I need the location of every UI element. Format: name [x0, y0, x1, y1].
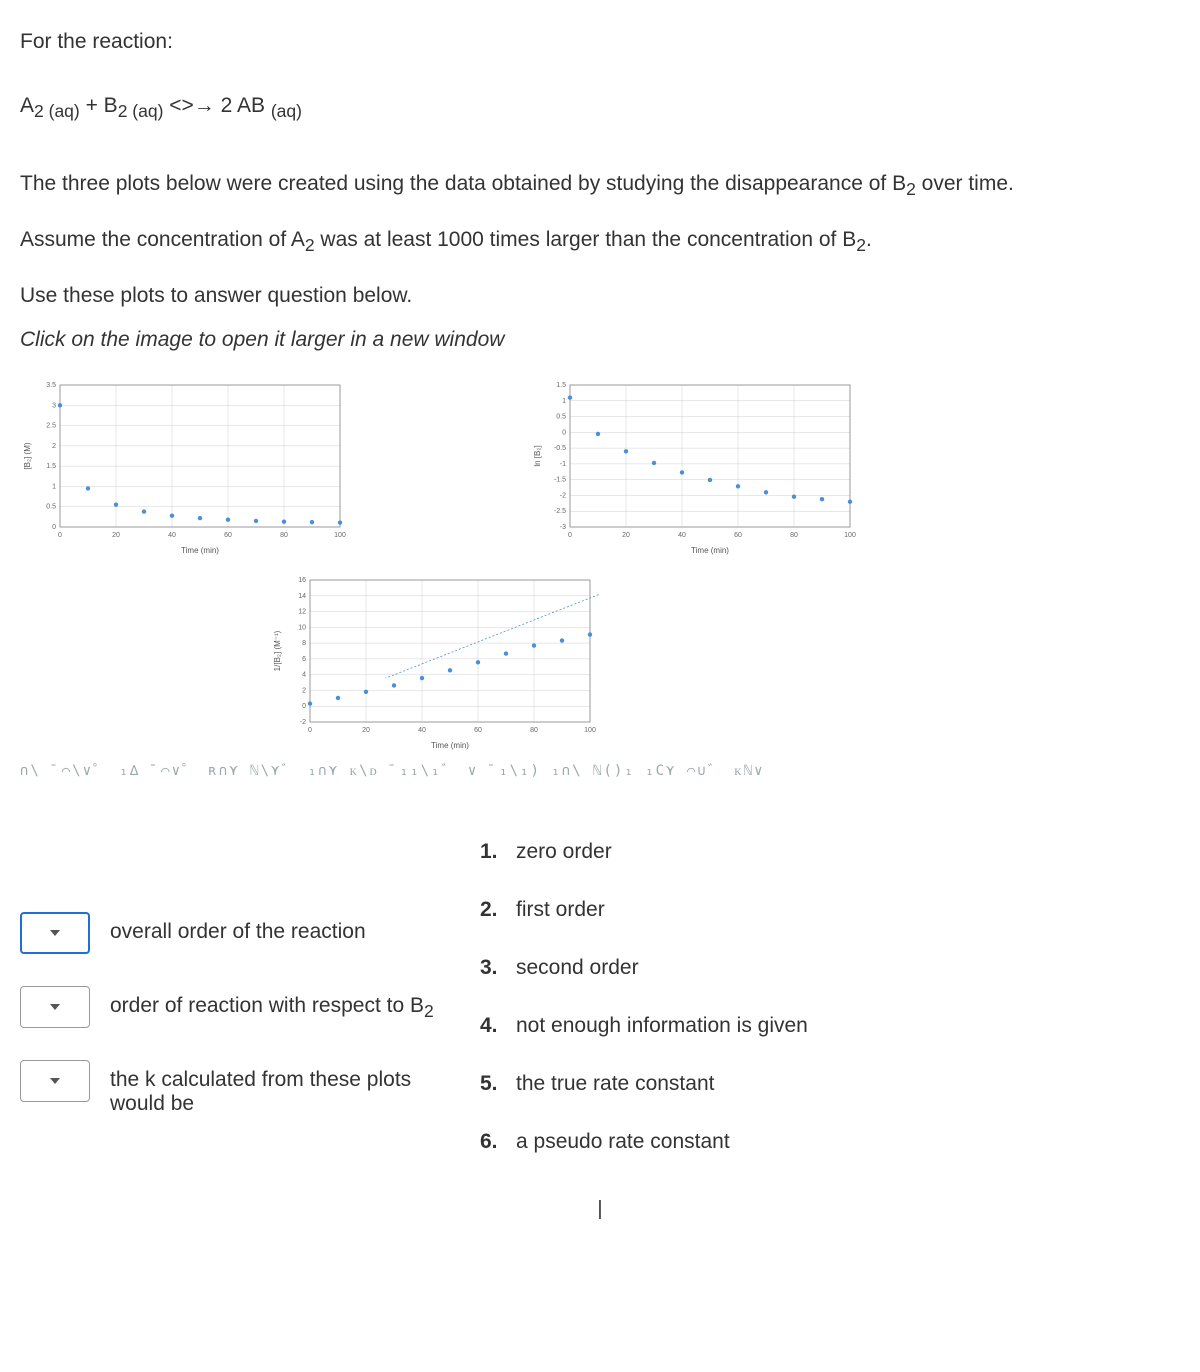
svg-text:1: 1 — [562, 398, 566, 405]
match-label: overall order of the reaction — [110, 912, 440, 944]
svg-text:-2: -2 — [560, 493, 566, 500]
options-column: 1. zero order 2. first order 3. second order 4… — [480, 840, 1180, 1188]
svg-text:100: 100 — [844, 532, 856, 539]
option-text: second order — [516, 956, 639, 980]
svg-text:-0.5: -0.5 — [554, 445, 566, 452]
match-select[interactable] — [20, 912, 90, 954]
intro-text: For the reaction: — [20, 30, 1180, 54]
svg-text:6: 6 — [302, 656, 306, 663]
option-number: 2. — [480, 898, 502, 922]
svg-text:0.5: 0.5 — [556, 414, 566, 421]
option-number: 3. — [480, 956, 502, 980]
svg-text:60: 60 — [734, 532, 742, 539]
svg-text:-1: -1 — [560, 461, 566, 468]
option-item: 1. zero order — [480, 840, 1180, 864]
svg-text:-2.5: -2.5 — [554, 508, 566, 515]
svg-text:40: 40 — [168, 532, 176, 539]
svg-text:0: 0 — [568, 532, 572, 539]
svg-text:-2: -2 — [300, 719, 306, 726]
option-text: a pseudo rate constant — [516, 1130, 730, 1154]
match-row: order of reaction with respect to B2 — [20, 986, 440, 1028]
charts-container[interactable]: 02040608010000.511.522.533.5Time (min)[B… — [20, 377, 1180, 780]
svg-text:Time (min): Time (min) — [181, 546, 219, 555]
svg-text:8: 8 — [302, 640, 306, 647]
svg-text:1: 1 — [52, 484, 56, 491]
cursor-indicator: | — [20, 1198, 1180, 1221]
decor-line: ∩\ ̄ ⌒\∨゜ ₁∆ ̄ ⌒∨゜ ʀ∩⋎ ℕ\⋎゛ ₁∩⋎ ᴋ\ᴅ ̄ ₁₁… — [20, 760, 1180, 780]
svg-text:0: 0 — [52, 524, 56, 531]
svg-text:1/[B₂] (M⁻¹): 1/[B₂] (M⁻¹) — [273, 630, 282, 671]
match-row: overall order of the reaction — [20, 912, 440, 954]
option-number: 6. — [480, 1130, 502, 1154]
match-label: the k calculated from these plots would … — [110, 1060, 440, 1116]
desc-line-2: Assume the concentration of A2 was at le… — [20, 218, 1180, 264]
svg-text:100: 100 — [334, 532, 346, 539]
svg-text:0: 0 — [302, 703, 306, 710]
option-item: 3. second order — [480, 956, 1180, 980]
svg-text:ln [B₂]: ln [B₂] — [533, 445, 542, 466]
svg-text:16: 16 — [298, 577, 306, 584]
svg-text:80: 80 — [530, 727, 538, 734]
svg-text:100: 100 — [584, 727, 596, 734]
desc-line-3: Use these plots to answer question below… — [20, 274, 1180, 318]
svg-text:40: 40 — [678, 532, 686, 539]
option-text: not enough information is given — [516, 1014, 808, 1038]
option-item: 2. first order — [480, 898, 1180, 922]
equation: A2 (aq) + B2 (aq) <>→ 2 AB (aq) — [20, 94, 1180, 122]
svg-text:4: 4 — [302, 672, 306, 679]
match-select[interactable] — [20, 1060, 90, 1102]
svg-text:Time (min): Time (min) — [431, 741, 469, 750]
svg-text:10: 10 — [298, 624, 306, 631]
svg-text:2.5: 2.5 — [46, 423, 56, 430]
chart-lnb2-vs-time: 0 20 40 60 80 100 -3 -2.5 -2 -1.5 -1 -0.5 0 0.5 1 1.5 Ti… — [530, 377, 860, 557]
desc-line-1: The three plots below were created using… — [20, 162, 1180, 208]
svg-text:3.5: 3.5 — [46, 382, 56, 389]
svg-text:-3: -3 — [560, 524, 566, 531]
option-text: first order — [516, 898, 605, 922]
option-text: the true rate constant — [516, 1072, 714, 1096]
chart-invb2-vs-time: 020406080100-20246810121416Time (min)1/[… — [270, 572, 600, 752]
svg-text:0.5: 0.5 — [46, 504, 56, 511]
svg-text:14: 14 — [298, 593, 306, 600]
svg-text:3: 3 — [52, 402, 56, 409]
match-row: the k calculated from these plots would … — [20, 1060, 440, 1116]
svg-text:-1.5: -1.5 — [554, 477, 566, 484]
chart-b2-vs-time: 0 20 40 60 80 100 0 0.5 1 1.5 2 2.5 3 3.5 Time (min) [B… — [20, 377, 350, 557]
svg-text:60: 60 — [474, 727, 482, 734]
option-item: 6. a pseudo rate constant — [480, 1130, 1180, 1154]
match-column: overall order of the reaction order of r… — [20, 840, 440, 1188]
option-item: 5. the true rate constant — [480, 1072, 1180, 1096]
svg-text:0: 0 — [562, 429, 566, 436]
option-number: 4. — [480, 1014, 502, 1038]
option-number: 1. — [480, 840, 502, 864]
svg-text:80: 80 — [790, 532, 798, 539]
svg-text:Time (min): Time (min) — [691, 546, 729, 555]
match-label: order of reaction with respect to B2 — [110, 986, 440, 1022]
option-text: zero order — [516, 840, 612, 864]
match-select[interactable] — [20, 986, 90, 1028]
svg-text:0: 0 — [308, 727, 312, 734]
question-area: overall order of the reaction order of r… — [20, 840, 1180, 1188]
svg-text:40: 40 — [418, 727, 426, 734]
svg-text:20: 20 — [622, 532, 630, 539]
click-hint: Click on the image to open it larger in … — [20, 328, 1180, 352]
svg-text:20: 20 — [362, 727, 370, 734]
svg-text:60: 60 — [224, 532, 232, 539]
svg-text:20: 20 — [112, 532, 120, 539]
svg-text:1.5: 1.5 — [556, 382, 566, 389]
svg-text:2: 2 — [52, 443, 56, 450]
svg-text:0: 0 — [58, 532, 62, 539]
option-number: 5. — [480, 1072, 502, 1096]
svg-text:1.5: 1.5 — [46, 463, 56, 470]
option-item: 4. not enough information is given — [480, 1014, 1180, 1038]
svg-text:[B₂] (M): [B₂] (M) — [23, 442, 32, 469]
svg-text:2: 2 — [302, 688, 306, 695]
svg-text:12: 12 — [298, 609, 306, 616]
svg-text:80: 80 — [280, 532, 288, 539]
